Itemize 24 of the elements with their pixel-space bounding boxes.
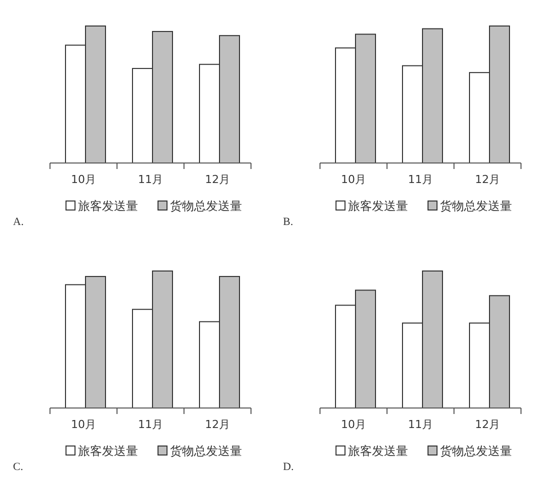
text: D. — [283, 461, 294, 473]
x-tick-label: 11月 — [408, 418, 433, 431]
text: A. — [13, 216, 24, 228]
x-tick-label: 11月 — [138, 418, 163, 431]
x-tick-label: 12月 — [475, 418, 500, 431]
legend-label: 旅客发送量 — [78, 199, 138, 213]
x-tick-label: 10月 — [71, 418, 96, 431]
legend-label: 货物总发送量 — [170, 444, 242, 458]
text: C. — [13, 461, 24, 473]
text: B. — [283, 216, 294, 228]
x-tick-label: 11月 — [138, 173, 163, 186]
x-tick-label: 12月 — [205, 418, 230, 431]
x-tick-label: 12月 — [475, 173, 500, 186]
x-tick-label: 10月 — [341, 418, 366, 431]
x-tick-label: 12月 — [205, 173, 230, 186]
x-tick-label: 11月 — [408, 173, 433, 186]
x-tick-label: 10月 — [341, 173, 366, 186]
x-tick-label: 10月 — [71, 173, 96, 186]
legend-label: 旅客发送量 — [348, 199, 408, 213]
legend-label: 货物总发送量 — [440, 199, 512, 213]
legend-label: 旅客发送量 — [348, 444, 408, 458]
legend-label: 旅客发送量 — [78, 444, 138, 458]
legend-label: 货物总发送量 — [170, 199, 242, 213]
legend-label: 货物总发送量 — [440, 444, 512, 458]
